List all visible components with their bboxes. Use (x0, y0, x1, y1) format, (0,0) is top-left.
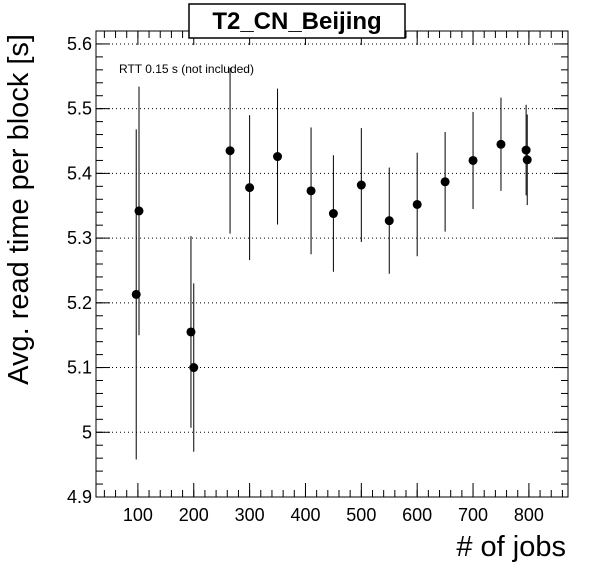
data-point (356, 180, 366, 190)
y-tick-label: 5.3 (67, 228, 92, 248)
x-tick-label: 600 (402, 505, 432, 525)
data-point (440, 177, 450, 187)
axis-ticks (96, 30, 568, 498)
data-point (328, 209, 338, 219)
chart-title: T2_CN_Beijing (212, 8, 381, 35)
rtt-annotation: RTT 0.15 s (not included) (119, 62, 254, 76)
x-tick-label: 500 (346, 505, 376, 525)
data-point (384, 216, 394, 226)
data-point (225, 146, 235, 156)
x-tick-label: 100 (123, 505, 153, 525)
data-point (273, 152, 283, 162)
x-tick-label: 400 (290, 505, 320, 525)
data-point (131, 289, 141, 299)
title-box (188, 3, 406, 39)
y-axis-title: Avg. read time per block [s] (3, 34, 35, 385)
plot-frame (95, 30, 569, 498)
data-point (496, 139, 506, 149)
data-point (412, 199, 422, 209)
y-tick-label: 5 (82, 422, 92, 442)
data-point (521, 145, 531, 155)
data-point (306, 186, 316, 196)
x-tick-label: 800 (514, 505, 544, 525)
y-tick-label: 5.1 (67, 358, 92, 378)
y-tick-label: 5.6 (67, 34, 92, 54)
y-tick-label: 4.9 (67, 487, 92, 507)
data-point (189, 363, 199, 373)
data-point (186, 327, 196, 337)
x-tick-label: 300 (235, 505, 265, 525)
data-point (468, 155, 478, 165)
x-tick-label: 200 (179, 505, 209, 525)
y-tick-labels: 4.9 5 5.1 5.2 5.3 5.4 5.5 5.6 (67, 34, 92, 507)
y-tick-label: 5.2 (67, 293, 92, 313)
data-point (522, 155, 532, 165)
data-points (131, 67, 532, 460)
y-tick-label: 5.4 (67, 163, 92, 183)
data-point (134, 206, 144, 216)
x-tick-labels: 100 200 300 400 500 600 700 800 (123, 505, 544, 525)
data-point (245, 183, 255, 193)
grid-lines (96, 43, 568, 498)
x-tick-label: 700 (458, 505, 488, 525)
y-tick-label: 5.5 (67, 99, 92, 119)
x-axis-title: # of jobs (456, 531, 566, 563)
